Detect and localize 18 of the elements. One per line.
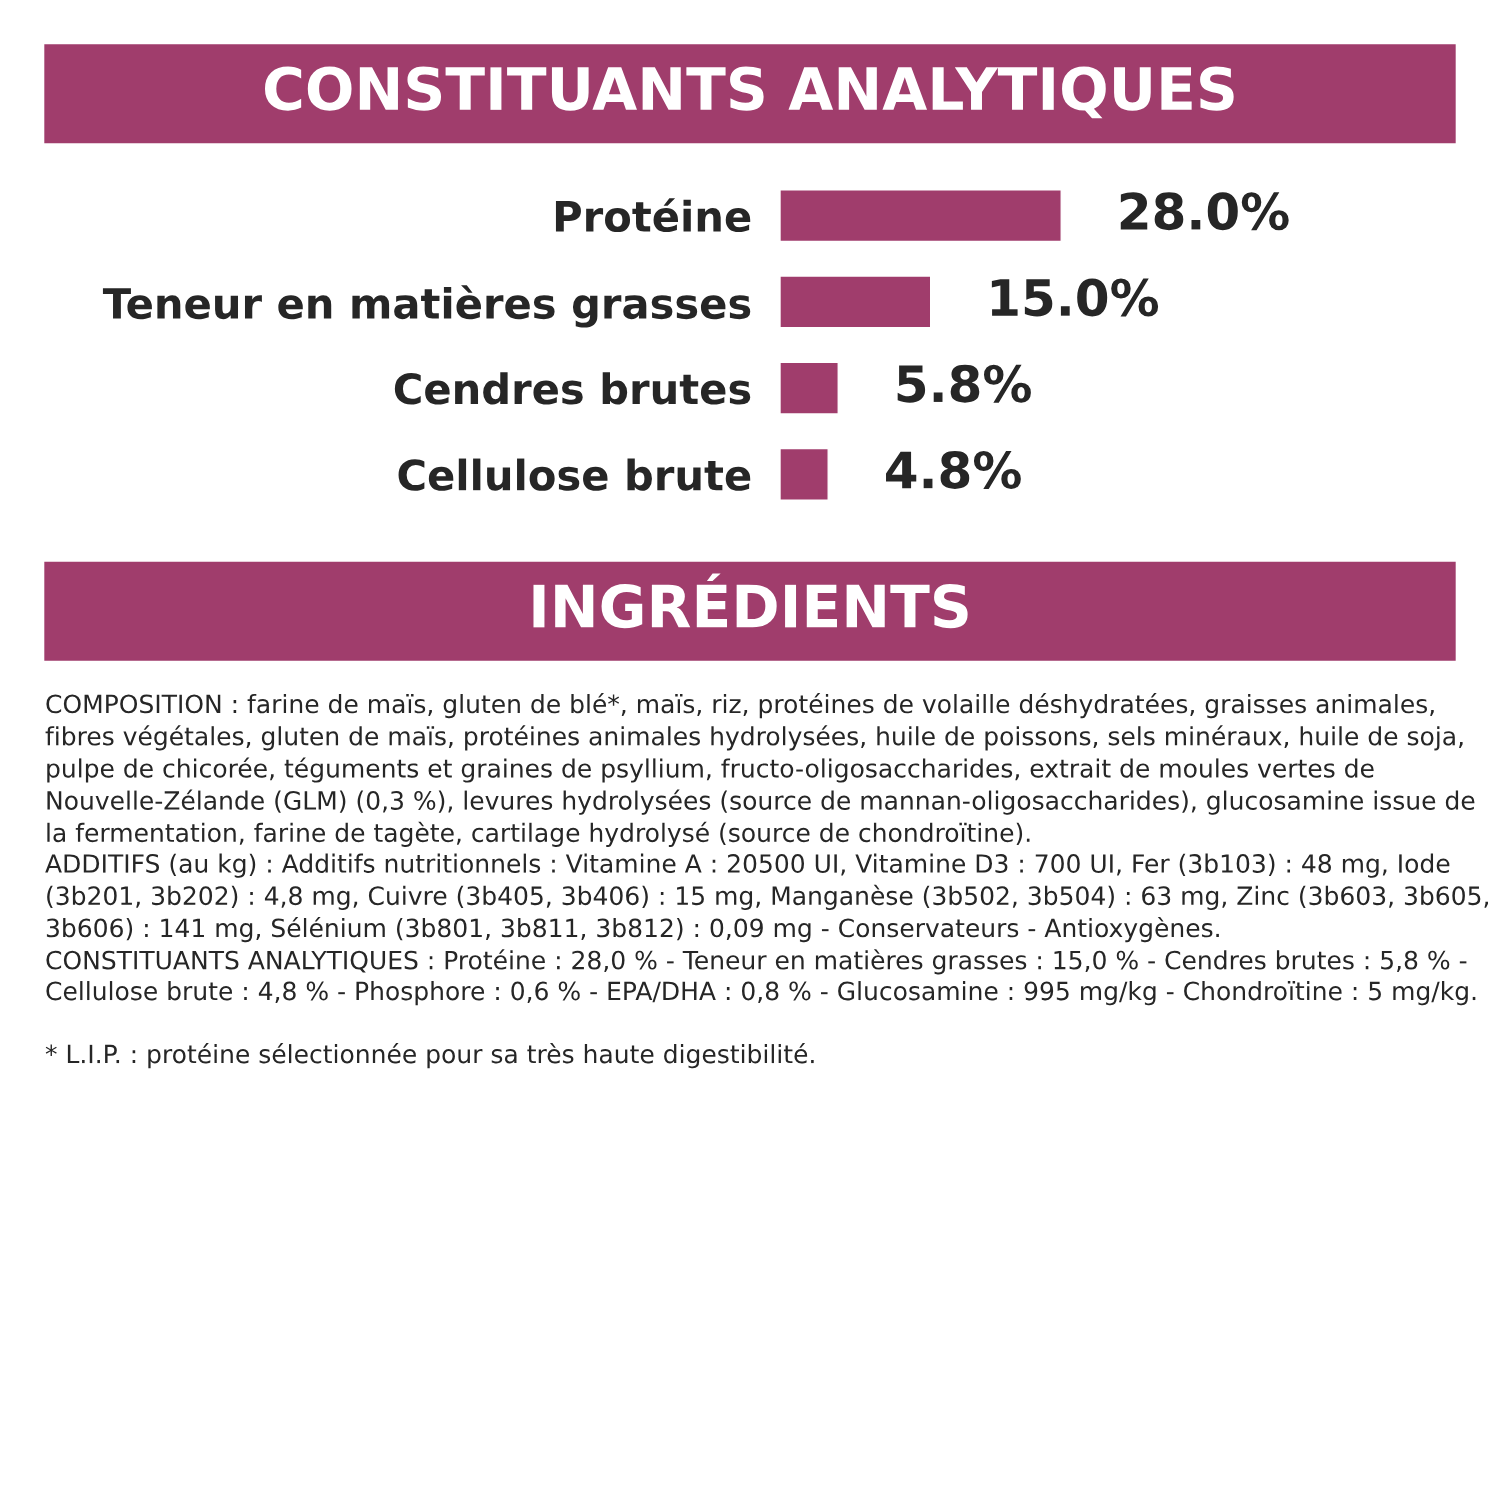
y-tick-label: Protéine — [555, 198, 751, 233]
data-label: 28.0% — [1120, 192, 1289, 231]
bar — [780, 275, 932, 329]
text: * L.I.P. : protéine sélectionnée pour sa très haute digestibilité. — [45, 1043, 814, 1069]
bar — [780, 189, 1062, 243]
bar — [780, 447, 829, 501]
bar — [780, 361, 839, 415]
y-tick-label: Cendres brutes — [394, 372, 751, 405]
text: ADDITIFS (au kg) : Additifs nutritionnels : Vitamine A : 20500 UI, Vitamine D3 : 700 UI, Fer (3b103) : 48 mg, Iode (3b201, 3b202) : 4,8 mg, Cuivre (3b405, 3b406) : 15 mg, Manganèse (3b502, 3b504) : 63 mg, Zinc (3b603, 3b605, 3b606) : 141 mg, Sélénium (3b801, 3b811, 3b812) : 0,09 mg - Conservateurs - Antioxygènes. — [45, 853, 1488, 943]
data-label: 4.8% — [886, 451, 1021, 489]
chart-title: CONSTITUANTS ANALYTIQUES — [264, 66, 1234, 119]
y-tick-label: Teneur en matières grasses — [102, 285, 751, 328]
data-label: 5.8% — [897, 364, 1031, 403]
text: INGRÉDIENTS — [533, 573, 968, 629]
y-tick-label: Cellulose brute — [398, 458, 751, 491]
text: CONSTITUANTS ANALYTIQUES : Protéine : 28,0 % - Teneur en matières grasses : 15,0 % - Cendres brutes : 5,8 % - Cellulose brute : 4,8 % - Phosphore : 0,6 % - EPA/DHA : 0,8 % - Glucosamine : 995 mg/kg - Chondroïtine : 5 mg/kg. — [46, 949, 1476, 1006]
data-label: 15.0% — [991, 278, 1159, 317]
text: COMPOSITION : farine de maïs, gluten de blé*, maïs, riz, protéines de volaille déshydratées, graisses animales, fibres végétales, gluten de maïs, protéines animales hydrolysées, huile de poissons, sels minéraux, huile de soja, pulpe de chicorée, téguments et graines de psyllium, fructo-oligosaccharides, extrait de moules vertes de Nouvelle-Zélande (GLM) (0,3 %), levures hydrolysées (source de mannan-oligosaccharides), glucosamine issue de la fermentation, farine de tagète, cartilage hydrolysé (source de chondroïtine). — [45, 693, 1475, 847]
